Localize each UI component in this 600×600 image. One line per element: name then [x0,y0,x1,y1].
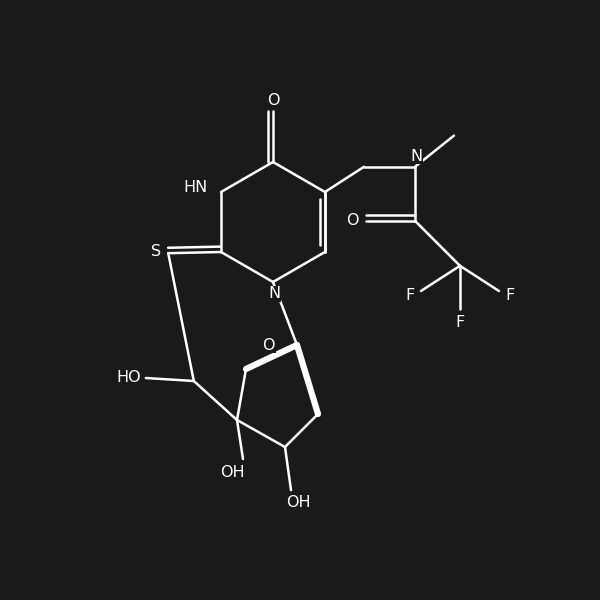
Text: F: F [455,314,464,329]
Text: O: O [267,92,279,107]
Text: O: O [346,213,359,228]
Text: F: F [406,289,415,304]
Text: N: N [268,286,280,301]
Text: HO: HO [116,371,142,386]
Text: S: S [151,245,161,259]
Text: O: O [262,337,275,352]
Text: F: F [505,289,514,304]
Text: N: N [410,149,422,164]
Text: HN: HN [184,180,208,194]
Text: OH: OH [220,464,245,480]
Text: OH: OH [286,494,311,510]
